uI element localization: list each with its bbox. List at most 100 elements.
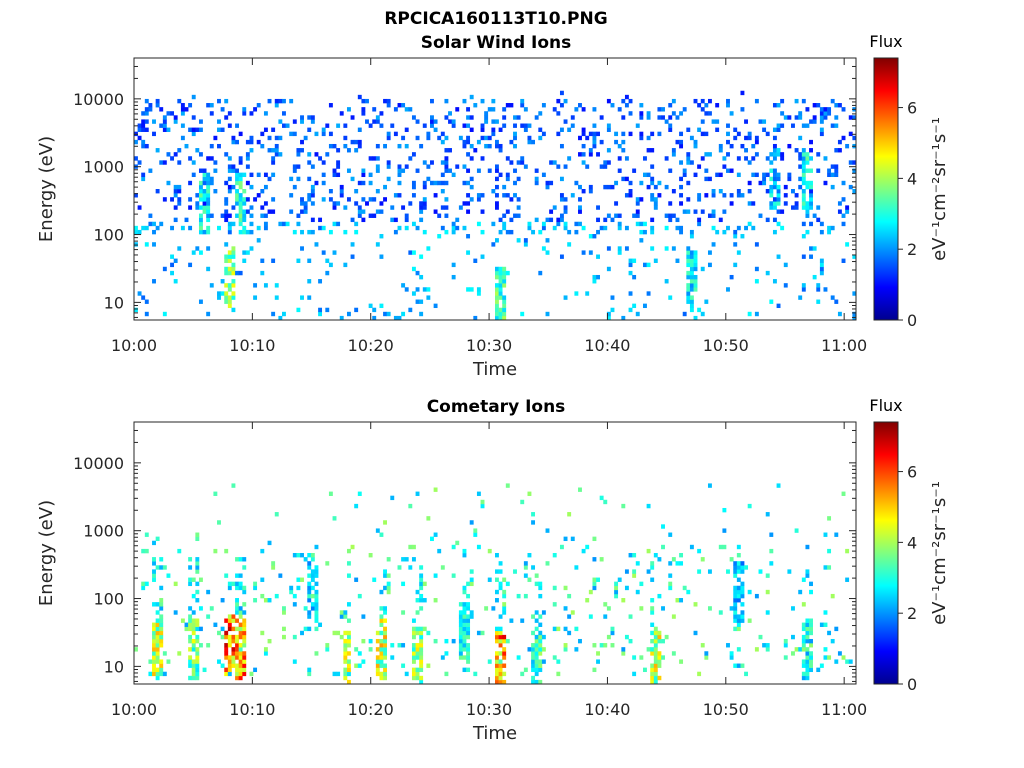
heatmap-cell [224,630,229,636]
heatmap-cell [798,164,803,169]
heatmap-cell [671,148,676,153]
heatmap-cell [783,655,788,660]
heatmap-cell [668,573,673,578]
heatmap-cell [195,569,200,574]
heatmap-cell [184,217,189,223]
heatmap-cell [527,647,532,652]
heatmap-cell [173,115,178,120]
heatmap-cell [462,606,467,611]
heatmap-cell [527,553,532,558]
heatmap-cell [657,557,662,562]
heatmap-cell [516,115,521,120]
heatmap-cell [520,618,525,623]
heatmap-cell [769,299,774,304]
heatmap-cell [534,647,539,652]
heatmap-cell [809,156,813,161]
heatmap-cell [769,548,774,554]
heatmap-cell [476,491,481,496]
heatmap-cell [491,242,496,247]
heatmap-cell [357,94,362,100]
heatmap-cell [653,205,658,210]
heatmap-cell [238,610,243,615]
heatmap-cell [704,103,709,108]
heatmap-cell [282,111,286,116]
heatmap-cell [419,606,424,611]
heatmap-cell [502,283,507,288]
heatmap-cell [155,189,160,194]
heatmap-cell [809,139,813,145]
heatmap-cell [495,287,499,292]
heatmap-cell [816,667,821,673]
heatmap-cell [346,602,351,607]
heatmap-cell [408,156,413,161]
heatmap-cell [534,671,539,677]
heatmap-cell [209,156,214,161]
heatmap-cell [379,647,384,652]
heatmap-cell [534,618,539,623]
heatmap-cell [444,168,449,173]
heatmap-cell [227,614,232,619]
heatmap-cell [260,205,265,210]
heatmap-cell [162,115,167,120]
heatmap-cell [801,164,806,169]
heatmap-cell [599,225,604,231]
heatmap-cell [386,131,391,137]
heatmap-cell [653,675,658,681]
heatmap-cell [144,299,149,304]
heatmap-cell [339,634,344,640]
heatmap-cell [596,659,600,664]
heatmap-cell [466,180,471,186]
heatmap-cell [801,172,806,178]
heatmap-cell [801,659,806,664]
heatmap-cell [170,111,175,116]
heatmap-cell [444,671,449,677]
heatmap-cell [235,139,239,145]
heatmap-cell [740,90,745,96]
heatmap-cell [531,655,536,660]
heatmap-cell [274,135,279,141]
heatmap-cell [242,201,247,206]
heatmap-cell [498,315,503,321]
heatmap-cell [155,630,160,636]
heatmap-cell [198,197,203,202]
heatmap-cell [379,655,384,660]
heatmap-cell [531,520,536,525]
heatmap-cell [440,131,445,137]
heatmap-cell [411,618,416,623]
heatmap-cell [498,638,503,644]
heatmap-cell [314,618,319,623]
heatmap-cell [534,638,539,644]
heatmap-cell [213,135,218,141]
heatmap-cell [653,630,658,636]
heatmap-cell [180,225,185,231]
heatmap-cell [534,115,539,120]
heatmap-cell [693,172,698,178]
heatmap-cell [819,258,824,263]
heatmap-cell [466,655,471,660]
heatmap-cell [484,119,489,124]
heatmap-cell [235,638,239,644]
heatmap-cell [819,115,824,120]
heatmap-cell [617,225,622,231]
heatmap-cell [538,581,543,587]
heatmap-cell [379,663,384,668]
heatmap-cell [448,111,452,116]
heatmap-cell [238,221,243,227]
heatmap-cell [195,581,200,587]
heatmap-cell [235,557,239,562]
heatmap-cell [217,127,221,132]
colorbar-tick-label: 4 [907,169,917,188]
heatmap-cell [310,184,315,190]
heatmap-cell [155,148,160,153]
heatmap-cell [754,242,759,247]
heatmap-cell [729,557,734,562]
heatmap-cell [693,209,698,214]
heatmap-cell [805,160,810,165]
heatmap-cell [152,622,156,627]
heatmap-cell [650,671,655,677]
x-tick-label: 10:10 [229,700,275,719]
heatmap-cell [758,119,763,124]
heatmap-cell [368,180,373,186]
heatmap-cell [310,164,315,169]
heatmap-cell [386,557,391,562]
